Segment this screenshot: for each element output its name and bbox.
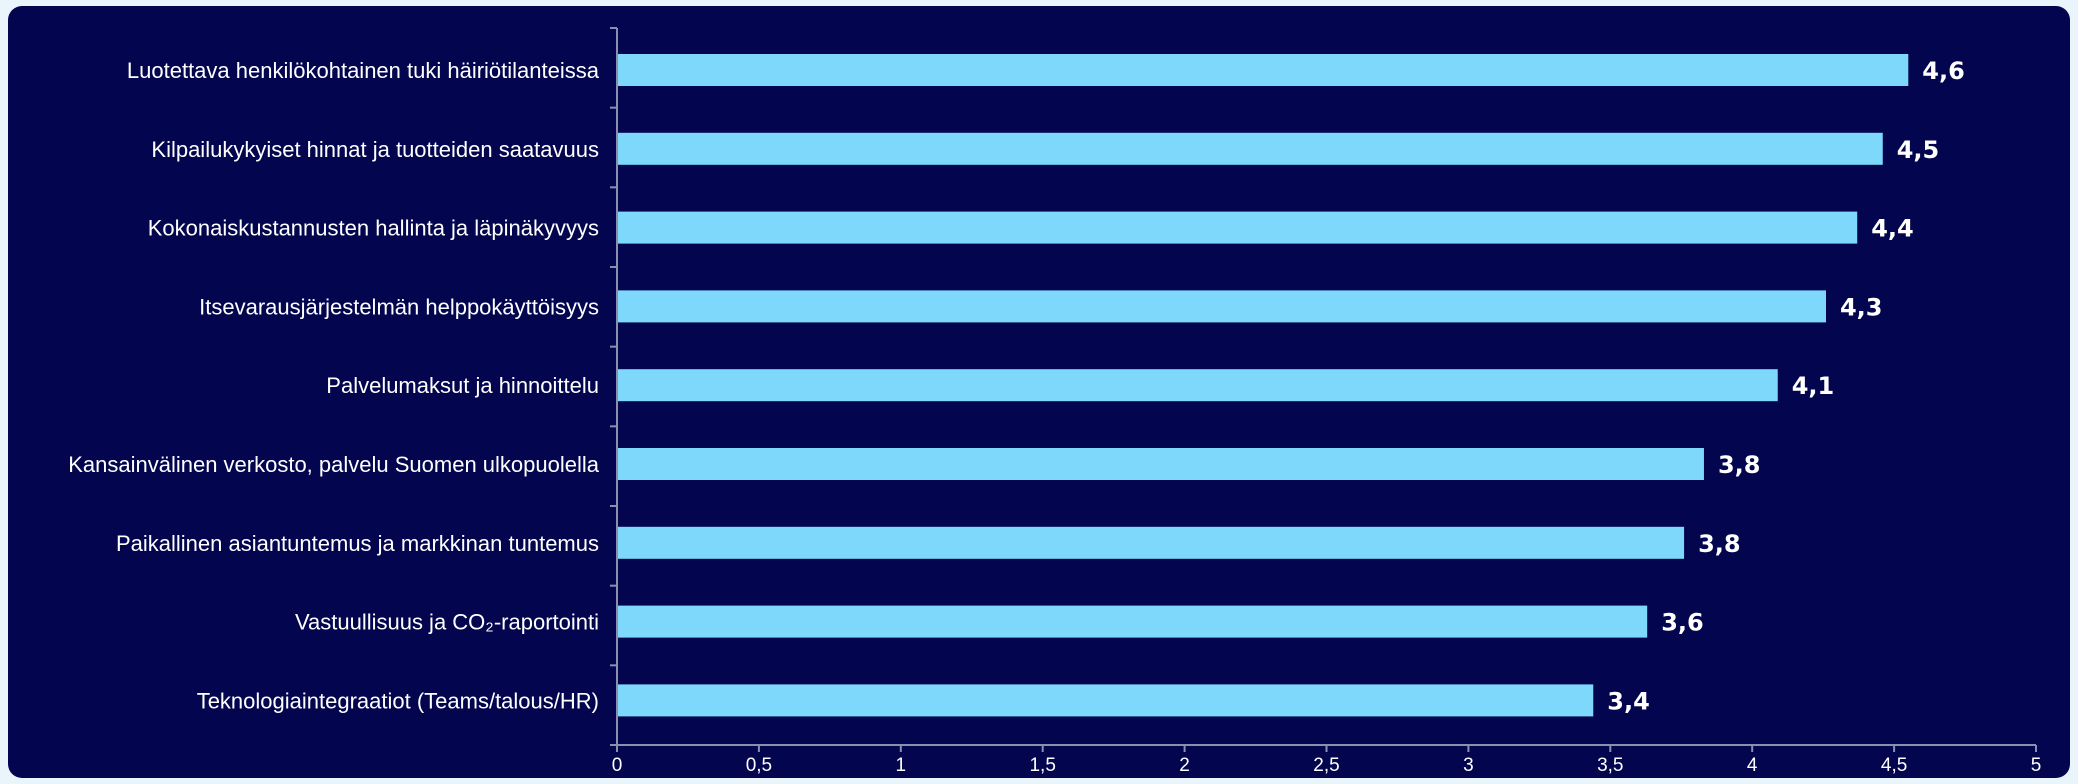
x-tick-label-7: 3,5 — [1597, 755, 1623, 776]
axes-group: 0 0,5 1 1,5 2 2,5 3 3,5 4 4,5 5 — [610, 27, 2042, 776]
category-label-3: Kokonaiskustannusten hallinta ja läpinäk… — [148, 216, 599, 241]
x-tick-label-1: 0,5 — [746, 755, 772, 776]
data-labels: 4,6 4,5 4,4 4,3 4,1 3,8 3,8 3,6 3,4 — [1607, 57, 1965, 715]
category-label-6: Kansainvälinen verkosto, palvelu Suomen … — [68, 452, 600, 477]
category-label-5: Palvelumaksut ja hinnoittelu — [326, 373, 599, 398]
x-tick-label-0: 0 — [612, 755, 623, 776]
x-tick-label-5: 2,5 — [1313, 755, 1339, 776]
category-label-8: Vastuullisuus ja CO₂-raportointi — [295, 610, 599, 635]
x-tick-label-4: 2 — [1179, 755, 1190, 776]
category-labels: Luotettava henkilökohtainen tuki häiriöt… — [68, 58, 600, 713]
category-label-2: Kilpailukykyiset hinnat ja tuotteiden sa… — [151, 137, 599, 162]
x-tick-label-2: 1 — [896, 755, 907, 776]
bar-1 — [618, 54, 1909, 86]
x-tick-label-6: 3 — [1463, 755, 1474, 776]
bar-5 — [618, 369, 1778, 402]
bar-4 — [618, 290, 1826, 323]
data-label-2: 4,5 — [1897, 136, 1940, 164]
category-label-9: Teknologiaintegraatiot (Teams/talous/HR) — [197, 688, 599, 713]
category-label-7: Paikallinen asiantuntemus ja markkinan t… — [116, 531, 599, 556]
x-tick-label-8: 4 — [1747, 755, 1758, 776]
bar-7 — [618, 526, 1685, 559]
bar-6 — [618, 448, 1704, 480]
data-label-4: 4,3 — [1840, 293, 1883, 321]
data-label-7: 3,8 — [1698, 530, 1741, 558]
data-label-6: 3,8 — [1718, 451, 1761, 479]
bar-2 — [618, 132, 1883, 165]
category-label-1: Luotettava henkilökohtainen tuki häiriöt… — [127, 58, 600, 83]
data-label-1: 4,6 — [1922, 57, 1965, 85]
bar-9 — [618, 684, 1594, 717]
x-tick-label-10: 5 — [2031, 755, 2042, 776]
x-tick-label-9: 4,5 — [1881, 755, 1907, 776]
data-label-3: 4,4 — [1871, 215, 1914, 243]
data-label-5: 4,1 — [1792, 372, 1835, 400]
x-tick-label-3: 1,5 — [1029, 755, 1055, 776]
bars-group — [618, 54, 1909, 717]
bar-8 — [618, 605, 1648, 638]
data-label-8: 3,6 — [1661, 609, 1704, 637]
data-label-9: 3,4 — [1607, 687, 1650, 715]
bar-3 — [618, 211, 1858, 244]
category-label-4: Itsevarausjärjestelmän helppokäyttöisyys — [199, 294, 599, 319]
